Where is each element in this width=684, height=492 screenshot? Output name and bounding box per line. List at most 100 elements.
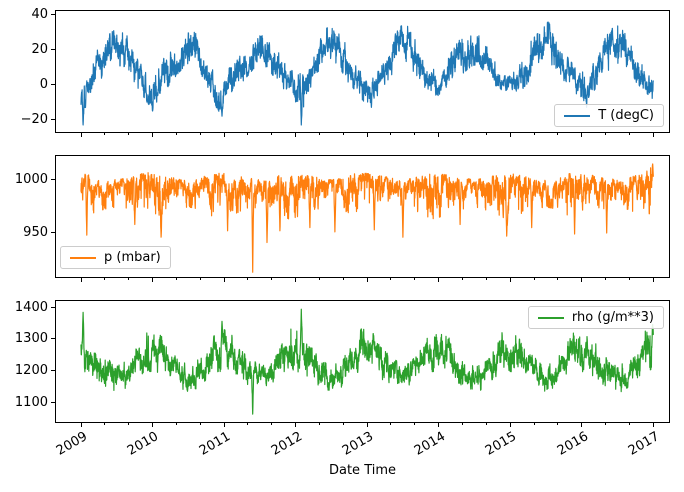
tick-mark — [581, 278, 583, 282]
tick-mark — [51, 338, 55, 340]
tick-mark — [533, 423, 535, 425]
tick-mark — [51, 84, 55, 86]
tick-mark — [295, 423, 297, 427]
tick-mark — [438, 423, 440, 427]
tick-mark — [533, 133, 535, 135]
tick-mark — [152, 278, 154, 282]
legend-line-sample-pressure — [70, 256, 96, 259]
tick-mark — [581, 423, 583, 427]
tick-mark — [557, 278, 559, 280]
tick-mark — [199, 133, 201, 135]
tick-mark — [152, 133, 154, 137]
tick-mark — [390, 133, 392, 135]
tick-mark — [175, 423, 177, 425]
tick-mark — [557, 133, 559, 135]
tick-mark — [51, 232, 55, 234]
tick-mark — [533, 278, 535, 280]
tick-mark — [485, 278, 487, 280]
tick-mark — [318, 278, 320, 280]
tick-mark — [581, 133, 583, 137]
pressure-series-line — [80, 163, 654, 273]
tick-mark — [557, 423, 559, 425]
x-tick-label: 2011 — [196, 429, 234, 459]
legend-label-temperature: T (degC) — [598, 108, 654, 123]
tick-mark — [652, 278, 654, 282]
tick-mark — [366, 133, 368, 137]
tick-mark — [80, 278, 82, 282]
tick-mark — [247, 278, 249, 280]
legend-temperature: T (degC) — [554, 104, 664, 127]
tick-mark — [80, 423, 82, 427]
tick-mark — [175, 133, 177, 135]
pressure-plot-area — [80, 163, 654, 273]
tick-mark — [247, 423, 249, 425]
x-tick-label: 2017 — [626, 429, 663, 459]
tick-mark — [414, 133, 416, 135]
tick-mark — [509, 133, 511, 137]
tick-mark — [485, 133, 487, 135]
y-tick-label: 1400 — [14, 299, 48, 315]
tick-mark — [51, 49, 55, 51]
tick-mark — [485, 423, 487, 425]
y-tick-label: 40 — [31, 7, 48, 22]
x-tick-label: 2015 — [483, 429, 520, 459]
y-tick-label: −20 — [20, 112, 48, 128]
tick-mark — [104, 133, 106, 135]
y-tick-label: 1100 — [14, 394, 48, 410]
tick-mark — [605, 133, 607, 135]
tick-mark — [271, 278, 273, 280]
tick-mark — [175, 278, 177, 280]
x-tick-label: 2010 — [125, 429, 162, 459]
density-plot-area — [80, 308, 654, 415]
tick-mark — [128, 278, 130, 280]
x-tick-label: 2016 — [554, 429, 591, 459]
subplot-temperature: T (degC) — [55, 10, 670, 133]
tick-mark — [104, 423, 106, 425]
legend-line-sample-density — [537, 316, 564, 319]
tick-mark — [652, 423, 654, 427]
tick-mark — [295, 278, 297, 282]
tick-mark — [51, 14, 55, 15]
tick-mark — [51, 369, 55, 371]
tick-mark — [628, 423, 630, 425]
tick-mark — [605, 278, 607, 280]
tick-mark — [80, 133, 82, 137]
tick-mark — [104, 278, 106, 280]
y-tick-label: 1200 — [14, 362, 48, 378]
tick-mark — [628, 133, 630, 135]
tick-mark — [199, 278, 201, 280]
subplot-density: rho (g/m**3) — [55, 300, 670, 423]
tick-mark — [462, 423, 464, 425]
tick-mark — [247, 133, 249, 135]
tick-mark — [342, 133, 344, 135]
tick-mark — [295, 133, 297, 137]
tick-mark — [509, 423, 511, 427]
tick-mark — [223, 423, 225, 427]
x-axis-title: Date Time — [328, 463, 397, 478]
tick-mark — [223, 278, 225, 282]
y-tick-label: 950 — [23, 225, 48, 241]
tick-mark — [271, 423, 273, 425]
tick-mark — [318, 133, 320, 135]
tick-mark — [462, 133, 464, 135]
legend-pressure: p (mbar) — [60, 246, 171, 269]
tick-mark — [342, 423, 344, 425]
legend-label-pressure: p (mbar) — [104, 250, 161, 265]
tick-mark — [271, 133, 273, 135]
tick-mark — [628, 278, 630, 280]
temperature-plot-area — [80, 21, 654, 126]
subplot-pressure: p (mbar) — [55, 155, 670, 278]
tick-mark — [152, 423, 154, 427]
tick-mark — [223, 133, 225, 137]
y-tick-label: 1300 — [14, 331, 48, 347]
y-tick-label: 1000 — [14, 172, 48, 188]
tick-mark — [438, 133, 440, 137]
x-tick-label: 2009 — [53, 429, 91, 459]
tick-mark — [462, 278, 464, 280]
tick-mark — [390, 278, 392, 280]
legend-density: rho (g/m**3) — [527, 306, 664, 329]
tick-mark — [605, 423, 607, 425]
y-tick-label: 0 — [39, 77, 48, 93]
tick-mark — [318, 423, 320, 425]
